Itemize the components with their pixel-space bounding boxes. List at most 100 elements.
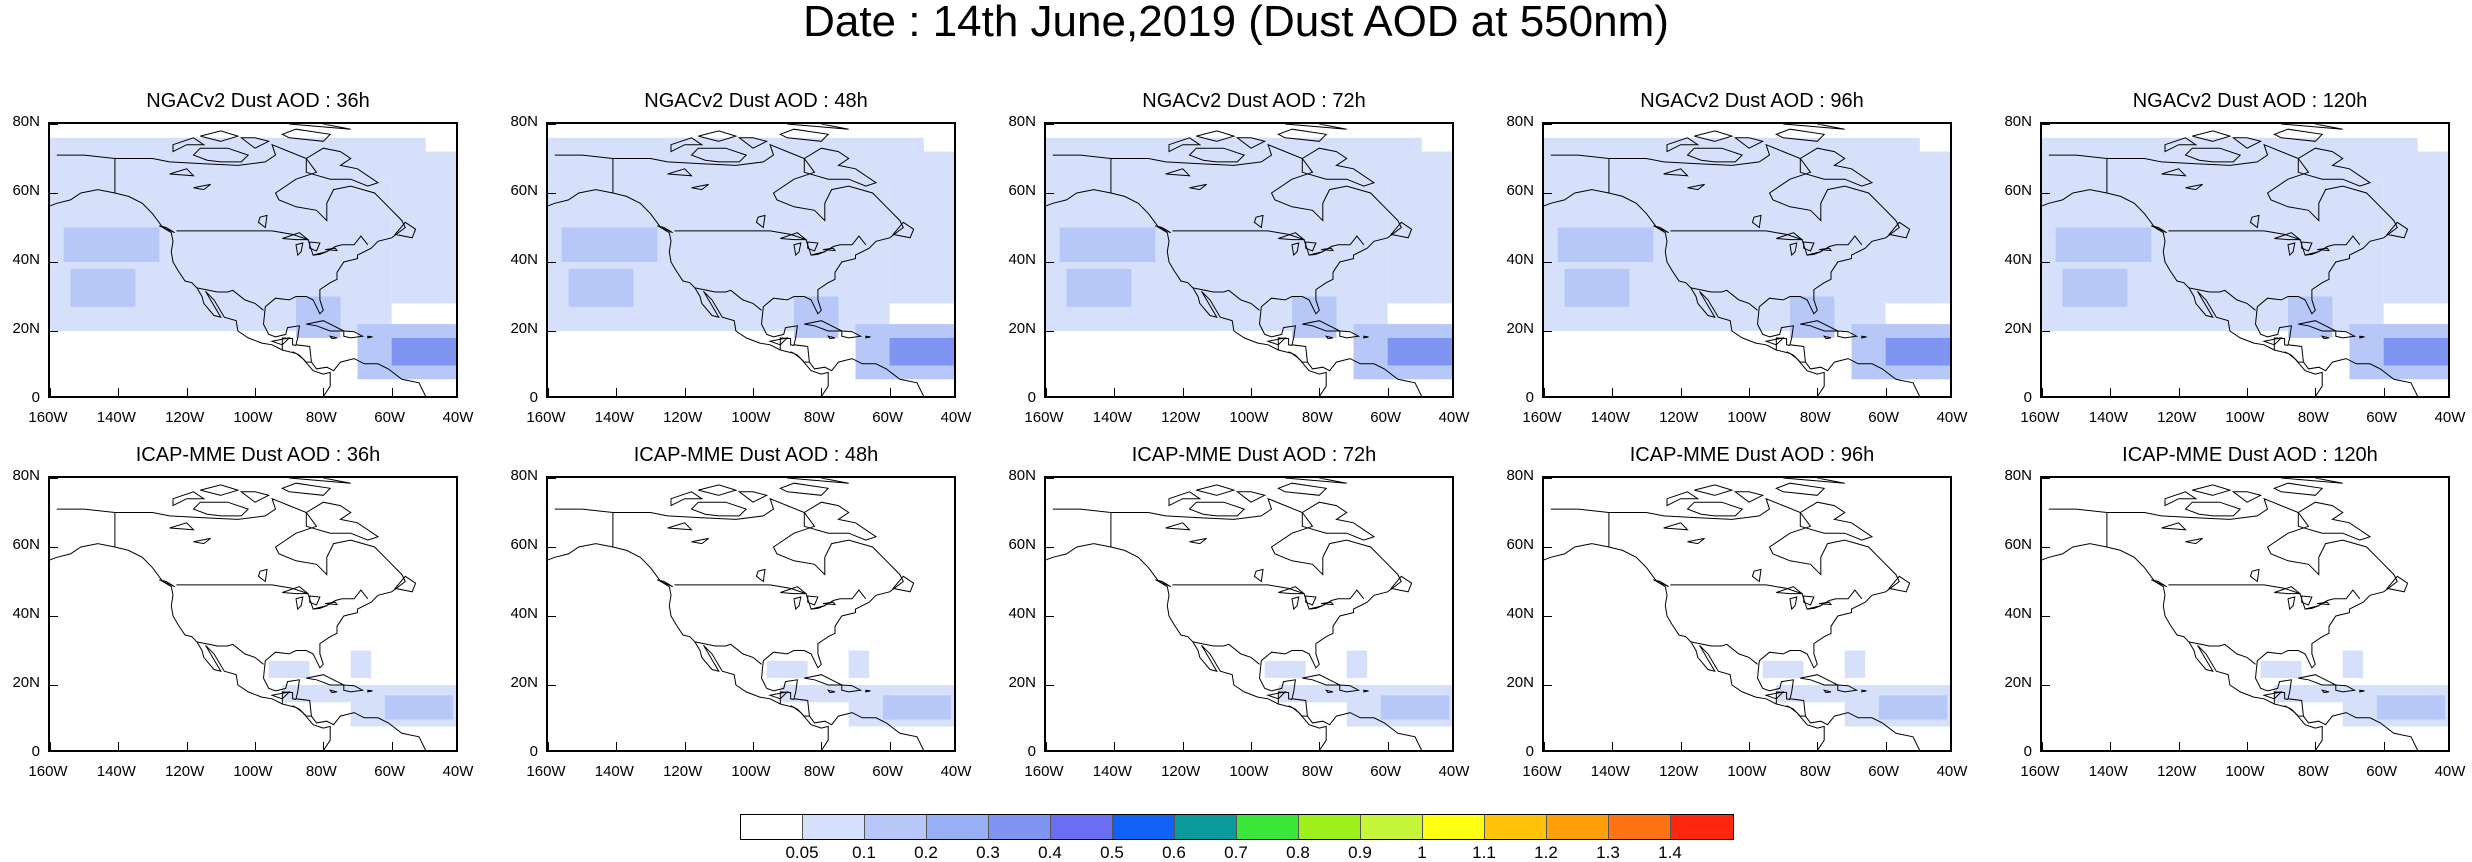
island-outline — [2164, 491, 2198, 507]
lon-label: 120W — [2157, 409, 2197, 426]
island-outline — [1302, 674, 1341, 686]
island-outline — [1888, 221, 1911, 239]
country-border — [779, 337, 795, 350]
country-border — [1277, 691, 1293, 704]
lon-label: 100W — [2225, 409, 2265, 426]
colorbar-label: 0.5 — [1100, 843, 1124, 862]
lat-label: 40N — [1506, 251, 1534, 268]
colorbar-swatch — [1361, 815, 1423, 839]
lake-outline — [1320, 601, 1335, 606]
panel-title: ICAP-MME Dust AOD : 72h — [1131, 444, 1377, 466]
lon-tick — [821, 388, 823, 396]
lon-tick — [2247, 742, 2248, 750]
colorbar-label: 0.3 — [976, 843, 1000, 862]
lon-tick — [616, 742, 618, 750]
lake-outline — [1789, 242, 1798, 257]
lon-tick — [1951, 388, 1952, 396]
lat-label: 20N — [2004, 320, 2032, 337]
lake-outline — [2262, 337, 2283, 346]
dust-aod-field — [2062, 268, 2128, 307]
country-border — [1690, 641, 1758, 665]
lat-label: 0 — [529, 389, 538, 406]
lon-label: 140W — [1092, 763, 1132, 780]
island-outline — [1168, 137, 1202, 153]
lat-label: 20N — [1008, 674, 1036, 691]
lat-label: 60N — [510, 182, 538, 199]
island-outline — [1837, 330, 1859, 339]
island-outline — [2184, 147, 2242, 163]
island-outline — [2281, 478, 2343, 484]
lake-outline — [1687, 537, 1705, 545]
lat-label: 40N — [1506, 605, 1534, 622]
lon-label: 80W — [1301, 409, 1333, 426]
dust-aod-field — [296, 296, 341, 338]
lat-tick — [2042, 331, 2050, 332]
dust-aod-field — [391, 337, 456, 366]
lat-label: 20N — [12, 320, 40, 337]
lon-label: 80W — [1799, 409, 1831, 426]
map-panel: ICAP-MME Dust AOD : 120h 80N 60N 40N 20N 0 160… — [2004, 444, 2465, 780]
lon-label: 80W — [2297, 763, 2329, 780]
country-border — [281, 691, 297, 704]
lat-tick — [1544, 478, 1552, 479]
lon-label: 60W — [872, 409, 904, 426]
country-border — [1690, 287, 1758, 311]
country-border — [292, 351, 311, 363]
island-outline — [657, 579, 673, 588]
lake-outline — [295, 242, 304, 257]
lat-tick — [1544, 331, 1552, 332]
island-outline — [1301, 501, 1376, 541]
lon-label: 160W — [1024, 409, 1064, 426]
island-outline — [1363, 689, 1369, 693]
lat-label: 0 — [529, 743, 538, 760]
lake-outline — [1789, 596, 1798, 611]
island-outline — [281, 482, 332, 496]
country-border — [674, 230, 867, 256]
dust-aod-field — [1844, 650, 1866, 679]
island-outline — [1666, 491, 1700, 507]
dust-aod-field — [391, 151, 456, 304]
island-outline — [2335, 684, 2357, 693]
lon-label: 40W — [940, 409, 972, 426]
lon-label: 80W — [803, 409, 835, 426]
island-outline — [2321, 689, 2330, 694]
dust-aod-field — [1878, 695, 1948, 720]
lat-tick — [50, 478, 58, 479]
lon-label: 40W — [2434, 763, 2466, 780]
island-outline — [1686, 147, 1744, 163]
lon-tick — [616, 388, 618, 396]
map-frame — [546, 122, 956, 398]
island-outline — [1235, 137, 1267, 149]
lake-outline — [1818, 601, 1833, 606]
lat-tick — [1544, 193, 1552, 194]
panel-title: ICAP-MME Dust AOD : 120h — [2122, 444, 2378, 466]
lake-outline — [2161, 522, 2187, 531]
dust-aod-field — [882, 695, 952, 720]
island-outline — [1363, 335, 1369, 339]
panel-title: NGACv2 Dust AOD : 120h — [2132, 90, 2368, 112]
lon-tick — [1544, 388, 1545, 396]
dust-aod-field — [2376, 695, 2446, 720]
country-border — [694, 641, 762, 665]
dust-aod-field — [2342, 650, 2364, 679]
island-outline — [1188, 501, 1246, 517]
dust-aod-field — [1380, 695, 1450, 720]
lat-label: 20N — [510, 320, 538, 337]
map-frame — [48, 476, 458, 752]
map-panel: NGACv2 Dust AOD : 96h 80N 60N 40N 20N 0 160W 14… — [1506, 90, 1967, 426]
coastline — [50, 543, 331, 750]
map-frame — [1542, 476, 1952, 752]
lat-label: 40N — [510, 605, 538, 622]
lat-label: 0 — [1525, 389, 1534, 406]
lat-tick — [2042, 547, 2050, 548]
lat-label: 60N — [2004, 182, 2032, 199]
island-outline — [841, 684, 863, 693]
island-outline — [1390, 221, 1413, 239]
island-outline — [1277, 128, 1328, 142]
island-outline — [804, 674, 843, 686]
country-border — [2188, 287, 2256, 311]
lake-outline — [2287, 596, 2296, 611]
dust-aod-field — [766, 660, 808, 679]
colorbar-swatch — [1423, 815, 1485, 839]
country-border — [1277, 337, 1293, 350]
